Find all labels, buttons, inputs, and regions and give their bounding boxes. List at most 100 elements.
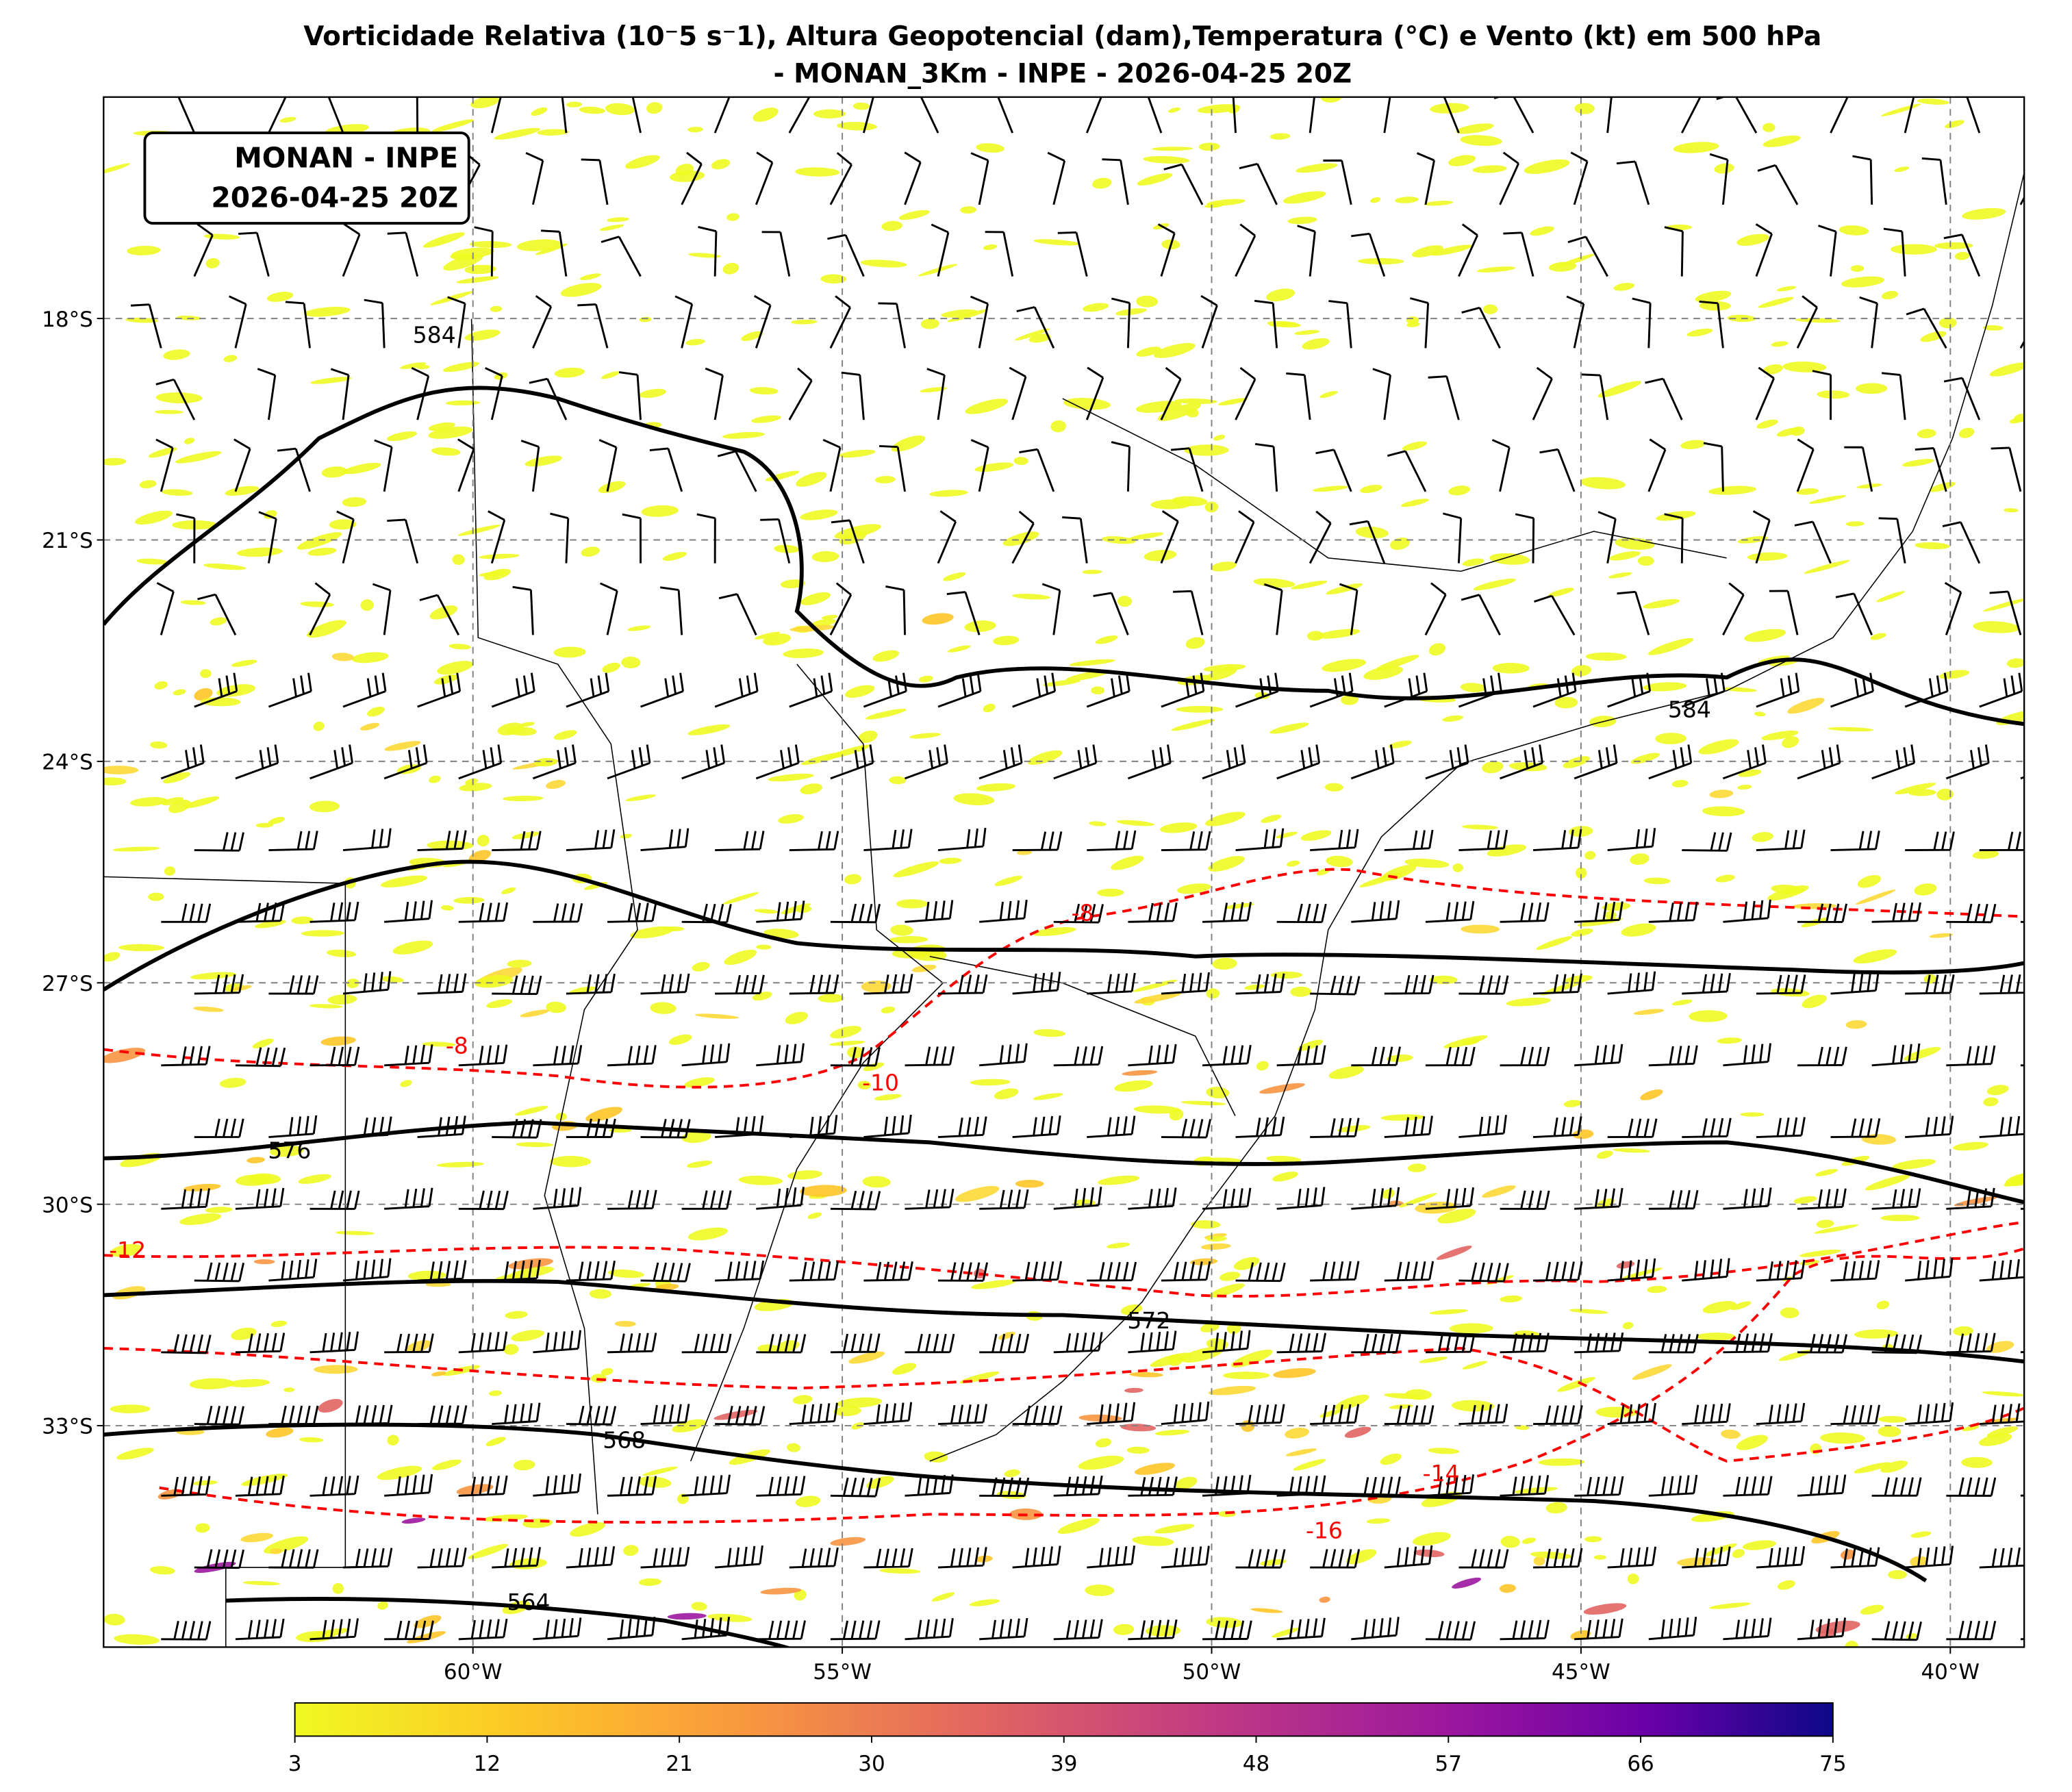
wind-barb (533, 1473, 581, 1497)
wind-barb (1170, 447, 1204, 492)
vorticity-cell (722, 262, 740, 275)
vorticity-cell (1291, 580, 1328, 590)
vorticity-cell (1613, 283, 1635, 291)
wind-barb (829, 295, 851, 349)
vorticity-cell (401, 1517, 426, 1524)
vorticity-cell (1462, 558, 1484, 566)
vorticity-cell (920, 387, 948, 393)
wind-barb (1173, 590, 1204, 635)
wind-barb (979, 1043, 1028, 1067)
vorticity-cell (1686, 328, 1713, 337)
wind-barb (491, 672, 535, 708)
wind-barb (1648, 1333, 1699, 1354)
wind-barb (831, 519, 865, 564)
vorticity-cell (642, 1466, 678, 1476)
wind-barb (1309, 672, 1354, 708)
wind-barb (1202, 1474, 1252, 1497)
vorticity-cell (1388, 740, 1412, 748)
wind-barb (1797, 1188, 1847, 1210)
wind-barb (1235, 223, 1256, 277)
wind-barb (1648, 1617, 1697, 1641)
vorticity-cell (993, 635, 1020, 646)
wind-barb (1323, 159, 1352, 205)
vorticity-cell (1205, 811, 1246, 826)
wind-barb (566, 1260, 616, 1282)
vorticity-cell (1643, 877, 1671, 885)
wind-barb (417, 672, 462, 708)
vorticity-cell (452, 554, 465, 565)
vorticity-cell (307, 547, 337, 556)
vorticity-cell (1111, 855, 1144, 870)
vorticity-cell (1953, 1326, 1973, 1336)
temperature-label: -10 (862, 1070, 899, 1096)
vorticity-cell (1015, 1180, 1044, 1188)
vorticity-cell (965, 399, 1009, 414)
wind-barb (879, 444, 906, 492)
vorticity-cell (1736, 1435, 1768, 1450)
vorticity-cell (1016, 850, 1033, 855)
vorticity-cell (687, 127, 703, 133)
wind-barb (1533, 1548, 1583, 1569)
vorticity-cell (1461, 924, 1500, 934)
vorticity-cell (1815, 1169, 1838, 1176)
wind-barb (1699, 300, 1724, 349)
wind-barb (1844, 446, 1873, 492)
wind-barb (1085, 366, 1104, 420)
vorticity-cell (754, 909, 779, 914)
vorticity-cell (1057, 1518, 1100, 1535)
vorticity-cell (1597, 381, 1641, 398)
vorticity-cell (1143, 155, 1190, 164)
wind-barb (1617, 590, 1650, 635)
vorticity-cell (136, 558, 169, 565)
vorticity-cell (537, 129, 569, 136)
vorticity-cell (960, 206, 977, 214)
wind-barb (607, 1045, 657, 1067)
vorticity-cell (741, 331, 763, 342)
wind-barb (1128, 1619, 1178, 1641)
vorticity-cell (1219, 1272, 1241, 1281)
vorticity-cell (428, 426, 473, 439)
vorticity-cell (1157, 403, 1201, 421)
vorticity-cell (1673, 142, 1719, 153)
vorticity-cell (863, 1062, 885, 1072)
wind-barb (1424, 582, 1447, 635)
wind-barb (1607, 828, 1656, 852)
vorticity-cell (205, 1207, 233, 1213)
vorticity-cell (1261, 814, 1282, 823)
vorticity-cell (148, 447, 177, 458)
vorticity-cell (477, 835, 490, 847)
vorticity-cell (872, 650, 900, 662)
vorticity-cell (723, 892, 759, 905)
vorticity-cell (110, 1404, 151, 1413)
vorticity-cell (1043, 679, 1081, 687)
vorticity-cell (1129, 1372, 1163, 1378)
vorticity-cell (691, 1602, 707, 1611)
vorticity-cell (1462, 1361, 1488, 1370)
wind-barb (525, 151, 544, 205)
vorticity-cell (422, 1042, 456, 1047)
vorticity-cell (1363, 666, 1404, 680)
wind-barb (640, 1118, 691, 1139)
colorbar-tick-label: 21 (666, 1752, 692, 1776)
wind-barb (1111, 297, 1131, 349)
wind-barb (607, 902, 657, 923)
vorticity-cell (755, 631, 781, 640)
vorticity-cell (623, 1545, 639, 1556)
vorticity-cell (1500, 1535, 1520, 1548)
vorticity-cell (103, 1613, 125, 1626)
vorticity-cell (1787, 698, 1825, 714)
wind-barb (384, 900, 433, 923)
vorticity-cell (351, 652, 389, 664)
wind-barb (1797, 903, 1847, 923)
vorticity-cell (103, 457, 127, 466)
wind-barb (268, 1405, 319, 1426)
wind-barb (1722, 744, 1767, 780)
vorticity-cell (1091, 686, 1105, 695)
vorticity-cell (1633, 1009, 1665, 1015)
vorticity-cell (1174, 398, 1217, 405)
vorticity-cell (1380, 1114, 1425, 1121)
vorticity-cell (1939, 670, 1970, 679)
wind-barb (364, 299, 386, 349)
vorticity-cell (1895, 783, 1936, 794)
vorticity-cell (1514, 1487, 1558, 1493)
